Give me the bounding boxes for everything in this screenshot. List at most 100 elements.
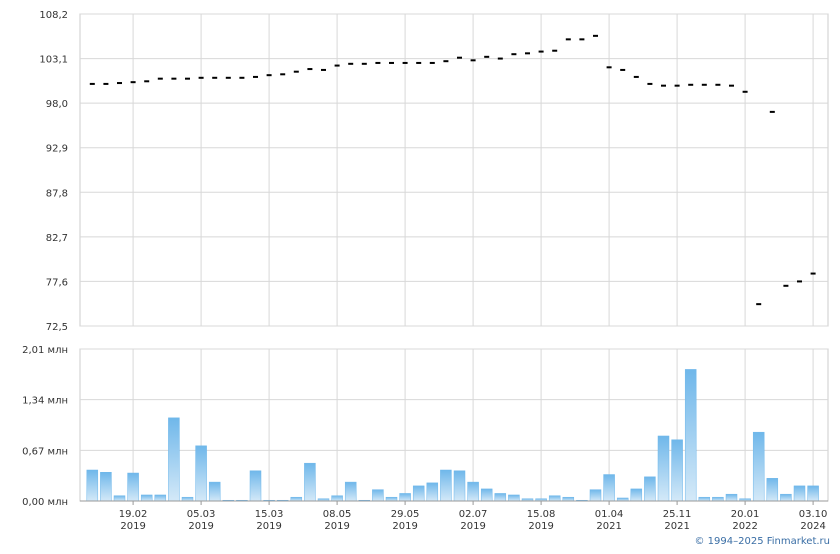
x-tick-year: 2019 <box>120 521 145 532</box>
price-mark <box>266 74 272 77</box>
volume-bar <box>657 435 670 502</box>
volume-bar <box>385 496 398 502</box>
price-mark <box>497 57 503 60</box>
price-mark <box>443 60 449 63</box>
price-mark <box>579 38 585 41</box>
price-mark <box>429 61 435 64</box>
volume-bar <box>86 469 99 502</box>
price-mark <box>742 90 748 93</box>
volume-bar <box>684 369 697 502</box>
price-mark <box>185 77 190 80</box>
price-mark <box>334 64 340 67</box>
price-mark <box>620 68 626 71</box>
volume-bar <box>793 485 806 502</box>
price-mark <box>389 61 394 64</box>
price-mark <box>293 70 299 73</box>
price-mark <box>348 62 354 65</box>
volume-bar <box>807 485 819 502</box>
price-mark <box>361 62 367 65</box>
x-tick-year: 2021 <box>664 521 689 532</box>
volume-bar <box>603 474 615 502</box>
volume-bar <box>752 431 765 502</box>
x-tick-label: 03.10 <box>799 509 828 520</box>
x-tick-year: 2019 <box>460 521 485 532</box>
price-mark <box>171 77 177 80</box>
volume-bar <box>304 462 316 502</box>
price-mark <box>198 76 204 79</box>
x-tick-label: 20.01 <box>731 509 760 520</box>
volume-bar <box>290 496 303 502</box>
x-tick-label: 29.05 <box>391 509 420 520</box>
x-tick-label: 05.03 <box>187 509 216 520</box>
price-mark <box>593 34 598 37</box>
y-tick-label: 108,2 <box>39 10 68 21</box>
x-tick-year: 2021 <box>596 521 621 532</box>
volume-bar <box>412 485 425 502</box>
volume-bar <box>426 482 439 502</box>
price-mark <box>225 76 231 79</box>
price-mark <box>647 82 653 85</box>
price-mark <box>321 68 326 71</box>
x-tick-label: 15.03 <box>255 509 284 520</box>
volume-bar <box>181 496 194 502</box>
price-mark <box>416 61 422 64</box>
volume-bar <box>127 472 139 502</box>
volume-bar <box>467 481 479 502</box>
price-mark <box>470 59 476 62</box>
y-tick-label: 2,01 млн <box>22 345 68 356</box>
price-mark <box>402 61 408 64</box>
plot-frame <box>79 13 829 327</box>
x-tick-year: 2019 <box>188 521 213 532</box>
x-tick-year: 2022 <box>732 521 757 532</box>
volume-bar <box>100 472 112 502</box>
price-mark <box>552 49 558 52</box>
price-mark <box>280 73 286 76</box>
volume-bar <box>168 417 180 502</box>
price-mark <box>525 52 530 55</box>
price-mark <box>484 55 490 58</box>
price-mark <box>715 83 721 86</box>
volume-bar <box>249 470 262 502</box>
x-tick-year: 2019 <box>324 521 349 532</box>
x-tick-year: 2019 <box>392 521 417 532</box>
volume-bar <box>780 493 792 502</box>
volume-bar <box>494 493 507 502</box>
y-tick-label: 72,5 <box>46 322 68 333</box>
volume-bar <box>644 476 656 502</box>
x-tick-year: 2019 <box>528 521 553 532</box>
price-mark <box>769 110 775 113</box>
y-tick-label: 87,8 <box>46 188 68 199</box>
volume-bar <box>331 495 343 502</box>
price-mark <box>157 77 163 80</box>
price-mark <box>253 75 258 78</box>
price-mark <box>606 66 612 69</box>
price-mark <box>144 80 150 83</box>
price-mark <box>633 75 639 78</box>
price-mark <box>457 56 462 59</box>
price-mark <box>212 76 218 79</box>
volume-bar <box>344 481 357 502</box>
x-tick-label: 02.07 <box>459 509 488 520</box>
price-mark <box>103 82 109 85</box>
volume-bar <box>140 494 153 502</box>
price-mark <box>756 303 762 306</box>
volume-bar <box>698 496 711 502</box>
volume-bar <box>508 494 520 502</box>
price-mark <box>797 280 802 283</box>
y-tick-label: 0,00 млн <box>22 497 68 508</box>
footer: © 1994–2025 Finmarket.ru <box>694 536 830 547</box>
x-tick-label: 01.04 <box>595 509 624 520</box>
price-mark <box>511 53 517 56</box>
y-tick-label: 82,7 <box>46 233 68 244</box>
volume-bar <box>725 493 738 502</box>
price-mark <box>783 284 789 287</box>
y-tick-label: 77,6 <box>46 277 68 288</box>
price-mark <box>89 82 95 85</box>
price-mark <box>239 76 245 79</box>
x-tick-label: 19.02 <box>119 509 148 520</box>
price-mark <box>307 68 313 71</box>
volume-bar <box>589 489 602 502</box>
y-tick-label: 1,34 млн <box>22 396 68 407</box>
volume-bar <box>453 470 466 502</box>
